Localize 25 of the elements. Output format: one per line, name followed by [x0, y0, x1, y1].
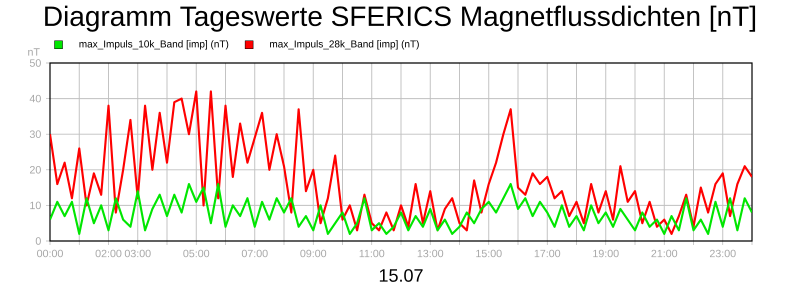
y-tick-label: 10 — [30, 202, 41, 210]
x-tick-label: 23:00 — [710, 250, 736, 258]
x-tick-label: 09:00 — [300, 250, 326, 258]
y-tick-label: 0 — [36, 237, 41, 245]
legend-label: max_Impuls_10k_Band [imp] (nT) — [79, 40, 228, 50]
x-tick-label: 13:00 — [418, 250, 444, 258]
x-tick-label: 03:00 — [124, 250, 151, 258]
y-tick-label: 50 — [30, 59, 41, 67]
line-series — [50, 90, 752, 235]
x-tick-label: 15:00 — [476, 250, 502, 258]
x-tick-label: 11:00 — [360, 250, 384, 258]
chart-title: Diagramm Tageswerte SFERICS Magnetflussdichten [nT] — [45, 6, 756, 32]
x-tick-label: 00:00 — [37, 250, 63, 258]
x-tick-label: 02:00 — [96, 250, 122, 258]
x-tick-label: 21:00 — [651, 250, 678, 258]
x-tick-label: 17:00 — [534, 250, 560, 258]
x-axis-title: 15.07 — [380, 269, 423, 282]
x-tick-label: 05:00 — [183, 250, 210, 258]
y-tick-label: 20 — [30, 166, 41, 174]
x-tick-label: 19:00 — [593, 250, 619, 258]
y-tick-label: 40 — [30, 94, 41, 102]
legend-label: max_Impuls_28k_Band [imp] (nT) — [270, 40, 419, 50]
y-tick-label: 30 — [30, 130, 41, 138]
x-tick-label: 07:00 — [242, 250, 268, 258]
y-axis-title: nT — [28, 48, 40, 56]
